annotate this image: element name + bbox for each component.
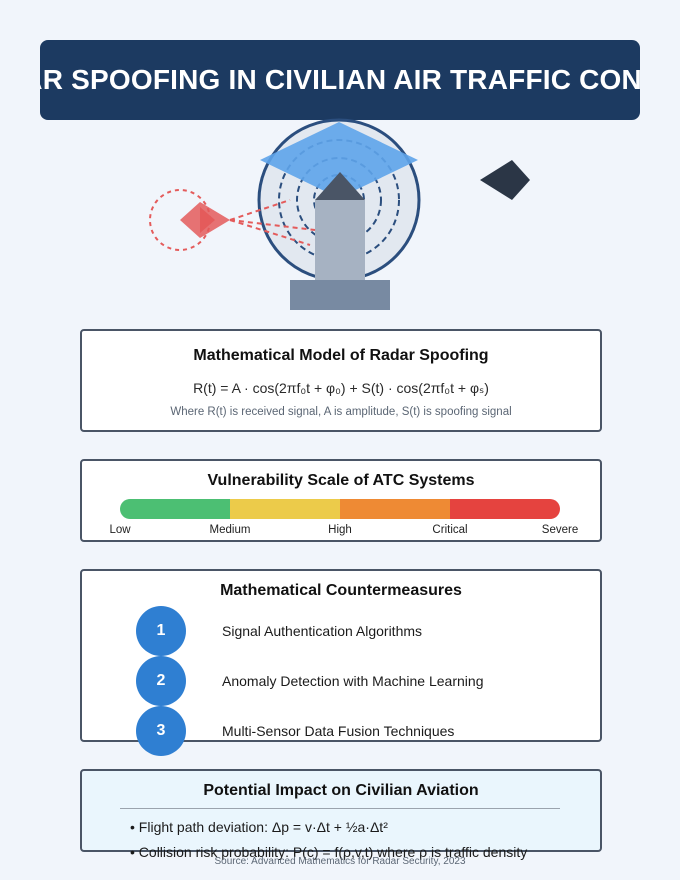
vulnerability-scale-bar	[120, 499, 560, 519]
impact-title: Potential Impact on Civilian Aviation	[203, 782, 479, 799]
countermeasure-label-2: Anomaly Detection with Machine Learning	[222, 673, 484, 689]
impact-divider	[120, 808, 560, 809]
countermeasures-panel: Mathematical Countermeasures 1 Signal Au…	[80, 569, 602, 756]
impact-item-1: • Flight path deviation: Δp = v·Δt + ½a·…	[130, 819, 388, 835]
vulnerability-panel: Vulnerability Scale of ATC Systems Low M…	[80, 459, 602, 542]
spoofing-formula: R(t) = A · cos(2πf₀t + φ₀) + S(t) · cos(…	[193, 380, 489, 396]
countermeasure-number-2: 2	[136, 656, 186, 706]
vulnerability-title: Vulnerability Scale of ATC Systems	[207, 472, 475, 489]
scale-segment-low	[120, 499, 230, 519]
scale-label-medium: Medium	[209, 524, 251, 536]
page-title: RADAR SPOOFING IN CIVILIAN AIR TRAFFIC C…	[40, 64, 640, 95]
countermeasure-number-1: 1	[136, 606, 186, 656]
formula-note: Where R(t) is received signal, A is ampl…	[170, 406, 512, 418]
target-aircraft-icon	[480, 160, 530, 200]
countermeasure-label-1: Signal Authentication Algorithms	[222, 623, 423, 639]
scale-label-severe: Severe	[541, 524, 579, 536]
radar-scene	[149, 118, 530, 310]
countermeasures-title: Mathematical Countermeasures	[220, 582, 462, 599]
scale-segment-high	[340, 499, 450, 519]
scale-label-high: High	[328, 524, 352, 536]
impact-panel: Potential Impact on Civilian Aviation • …	[80, 769, 602, 860]
scale-segment-critical	[450, 499, 560, 519]
spoofing-aircraft-icon	[149, 189, 230, 251]
radar-tower-icon	[290, 172, 390, 310]
source-citation: Source: Advanced Mathematics for Radar S…	[214, 856, 466, 867]
math-model-panel: Mathematical Model of Radar Spoofing R(t…	[80, 329, 602, 432]
spoofing-signal-lines	[229, 199, 316, 246]
math-model-title: Mathematical Model of Radar Spoofing	[193, 347, 489, 364]
radar-beam-icon	[260, 122, 418, 198]
countermeasure-label-3: Multi-Sensor Data Fusion Techniques	[222, 723, 455, 739]
scale-label-critical: Critical	[432, 524, 468, 536]
scale-segment-medium	[230, 499, 340, 519]
countermeasure-number-3: 3	[136, 706, 186, 756]
scale-label-low: Low	[109, 524, 131, 536]
impact-item-2: • Collision risk probability: P(c) = f(ρ…	[130, 844, 528, 860]
title-banner: RADAR SPOOFING IN CIVILIAN AIR TRAFFIC C…	[40, 40, 640, 120]
